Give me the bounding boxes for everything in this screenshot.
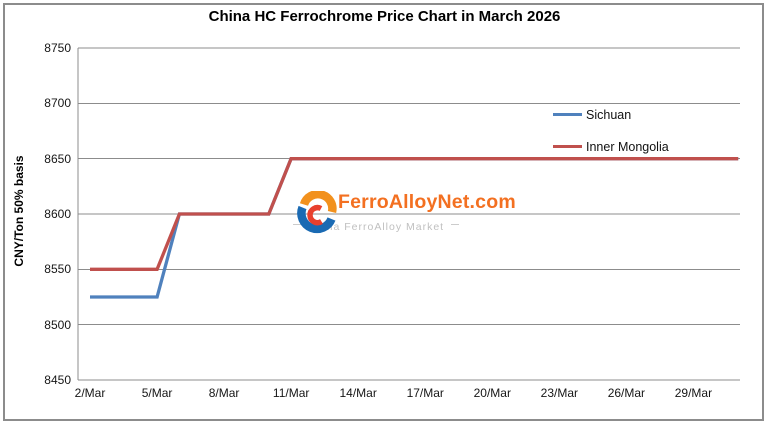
y-tick-label: 8700 <box>44 96 71 111</box>
ferroalloynet-logo-icon <box>297 191 337 234</box>
y-tick-label: 8550 <box>44 262 71 277</box>
watermark-tagline-rule: China FerroAlloy Market <box>293 217 459 235</box>
x-tick-label: 11/Mar <box>272 386 310 400</box>
legend-label-sichuan: Sichuan <box>586 107 632 122</box>
y-tick-label: 8600 <box>44 207 71 221</box>
inner-mongolia-line-swatch <box>553 144 582 149</box>
chart-title: China HC Ferrochrome Price Chart in Marc… <box>208 8 561 25</box>
x-tick-label: 20/Mar <box>473 386 511 400</box>
watermark-tagline: China FerroAlloy Market <box>300 221 452 233</box>
x-tick-label: 8/Mar <box>208 386 240 400</box>
x-tick-label: 26/Mar <box>607 386 646 400</box>
legend-item-inner-mongolia: Inner Mongolia <box>553 139 669 154</box>
x-tick-label: 14/Mar <box>339 386 377 400</box>
legend-label-inner-mongolia: Inner Mongolia <box>586 139 669 154</box>
sichuan-line-swatch <box>553 112 582 117</box>
watermark-brand: FerroAlloyNet.com <box>338 191 516 213</box>
y-tick-label: 8650 <box>44 151 71 166</box>
x-tick-label: 23/Mar <box>540 386 579 400</box>
x-tick-label: 5/Mar <box>141 386 173 400</box>
y-tick-label: 8750 <box>44 41 71 55</box>
x-tick-label: 29/Mar <box>674 386 713 400</box>
chart-frame <box>3 3 764 421</box>
legend: Sichuan Inner Mongolia <box>553 107 669 171</box>
x-tick-label: 17/Mar <box>406 386 444 400</box>
y-tick-label: 8450 <box>44 373 71 387</box>
x-tick-label: 2/Mar <box>74 386 106 400</box>
legend-item-sichuan: Sichuan <box>553 107 669 122</box>
series-line-inner-mongolia <box>90 157 739 271</box>
y-tick-label: 8500 <box>44 317 71 332</box>
